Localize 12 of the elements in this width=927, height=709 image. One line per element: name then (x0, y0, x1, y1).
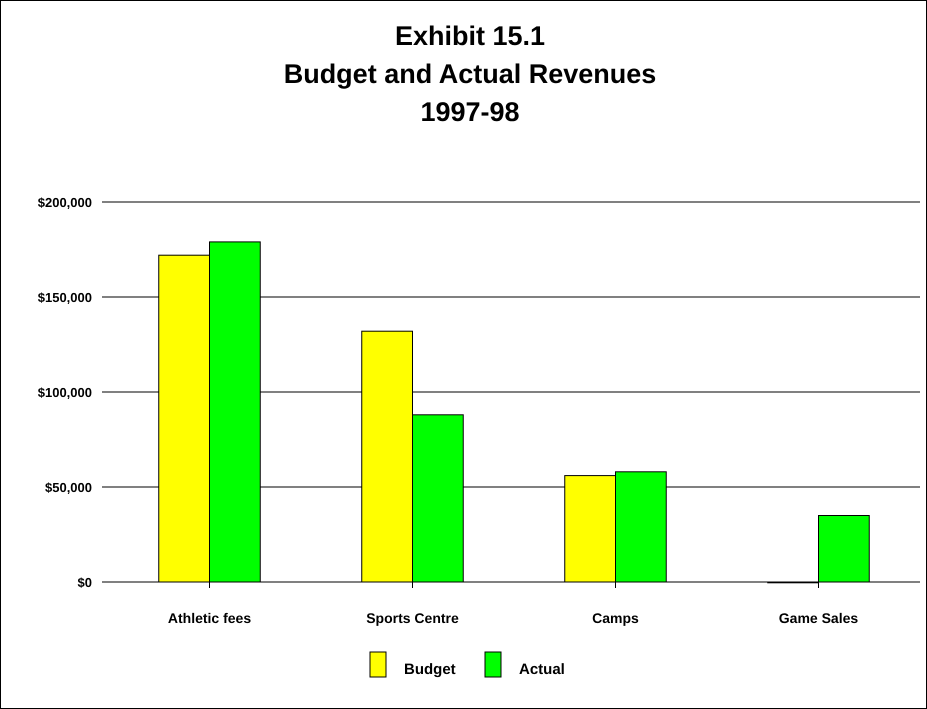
y-tick-label: $200,000 (38, 195, 92, 210)
legend-label: Budget (404, 661, 456, 678)
y-tick-label: $100,000 (38, 385, 92, 400)
x-tick-label: Game Sales (778, 610, 858, 626)
x-tick-label: Camps (592, 610, 640, 626)
chart-title: Exhibit 15.1 Budget and Actual Revenues 1997-98 (284, 21, 656, 127)
y-tick-label: $150,000 (38, 290, 92, 305)
legend-label: Actual (519, 661, 565, 678)
x-tick-label: Athletic fees (168, 610, 252, 626)
x-tick-label: Sports Centre (366, 610, 459, 626)
y-tick-label: $0 (78, 575, 92, 590)
y-tick-label: $50,000 (45, 480, 92, 495)
